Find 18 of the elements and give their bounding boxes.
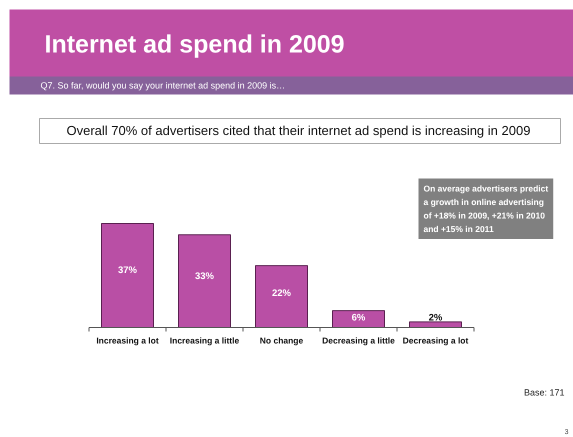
x-tick-label: Increasing a lot	[96, 336, 159, 346]
data-label: 22%	[272, 288, 292, 299]
x-tick-label: Decreasing a lot	[402, 336, 468, 346]
data-label: 2%	[428, 312, 443, 324]
bar	[101, 223, 154, 328]
x-tick-label: No change	[260, 336, 304, 346]
x-tick-label: Decreasing a little	[322, 336, 396, 346]
chart-title: Internet ad spend in 2009	[44, 30, 345, 58]
data-label: 37%	[118, 264, 138, 276]
bar	[255, 265, 308, 328]
bar	[178, 234, 231, 328]
text: Overall 70% of advertisers cited that their internet ad spend is increasing in 2009	[66, 123, 530, 138]
annotation: On average advertisers predict a growth in online advertising of +18% in 2009, +21% in 2010 and +15% in 2011	[424, 184, 548, 234]
data-label: 6%	[352, 312, 366, 324]
data-label: 33%	[194, 270, 215, 282]
x-tick-label: Increasing a little	[170, 336, 240, 346]
chart-subtitle: Q7. So far, would you say your internet ad spend in 2009 is…	[40, 80, 286, 90]
text: Base: 171	[524, 388, 564, 398]
